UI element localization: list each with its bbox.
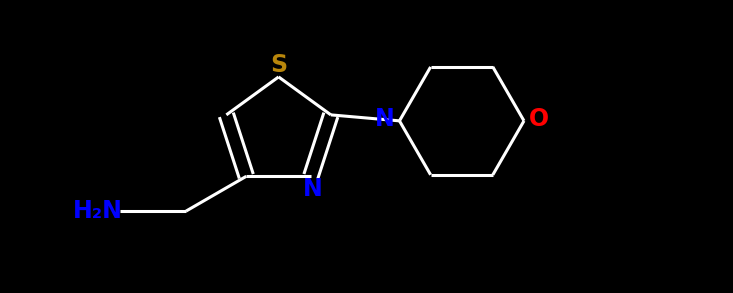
Text: N: N	[303, 177, 323, 201]
Text: O: O	[528, 108, 549, 131]
Text: H₂N: H₂N	[73, 199, 123, 223]
Text: N: N	[375, 108, 394, 131]
Text: S: S	[270, 53, 287, 77]
